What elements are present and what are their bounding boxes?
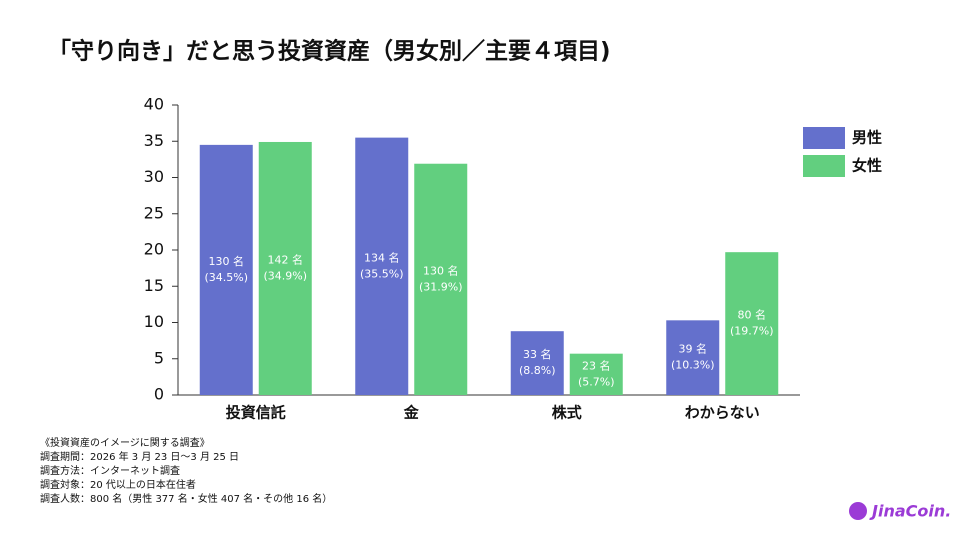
x-tick-label: 株式	[552, 404, 582, 422]
y-tick-label: 5	[154, 348, 164, 367]
value-label: 80 名(19.7%)	[730, 308, 774, 338]
value-label: 23 名(5.7%)	[578, 358, 615, 388]
bar	[414, 163, 468, 395]
y-tick-label: 25	[144, 203, 164, 222]
legend-label: 女性	[852, 157, 882, 175]
footnote: 《投資資産のイメージに関する調査》	[40, 436, 210, 449]
y-tick-label: 30	[144, 167, 164, 186]
bar	[666, 320, 720, 395]
footnote: 調査人数：800 名（男性 377 名・女性 407 名・その他 16 名）	[40, 492, 332, 505]
legend-swatch	[803, 155, 845, 177]
value-label: 39 名(10.3%)	[671, 342, 715, 372]
bar	[569, 353, 623, 395]
legend-label: 男性	[852, 129, 882, 147]
y-tick-label: 20	[144, 240, 164, 259]
bar	[510, 331, 564, 395]
y-tick-label: 10	[144, 312, 164, 331]
x-tick-label: わからない	[685, 404, 760, 422]
y-tick-label: 35	[144, 131, 164, 150]
bar	[199, 144, 253, 395]
y-tick-label: 15	[144, 276, 164, 295]
x-tick-label: 投資信託	[226, 404, 286, 422]
logo-icon	[849, 502, 867, 520]
value-label: 142 名(34.9%)	[263, 252, 307, 282]
x-tick-label: 金	[403, 404, 420, 422]
bar	[725, 252, 779, 395]
value-label: 134 名(35.5%)	[360, 250, 404, 280]
value-label: 130 名(34.5%)	[204, 254, 248, 284]
bar	[258, 141, 312, 395]
value-label: 33 名(8.8%)	[519, 347, 556, 377]
y-tick-label: 40	[144, 95, 164, 114]
value-label: 130 名(31.9%)	[419, 263, 463, 293]
logo: JinaCoin.	[869, 502, 951, 521]
chart-title: 「守り向き」だと思う投資資産（男女別／主要４項目)	[48, 38, 611, 65]
footnote: 調査期間：2026 年 3 月 23 日〜3 月 25 日	[40, 450, 239, 463]
y-tick-label: 0	[154, 385, 164, 404]
bar	[355, 137, 409, 395]
legend-swatch	[803, 127, 845, 149]
footnote: 調査対象：20 代以上の日本在住者	[40, 478, 196, 491]
footnote: 調査方法：インターネット調査	[40, 464, 180, 477]
